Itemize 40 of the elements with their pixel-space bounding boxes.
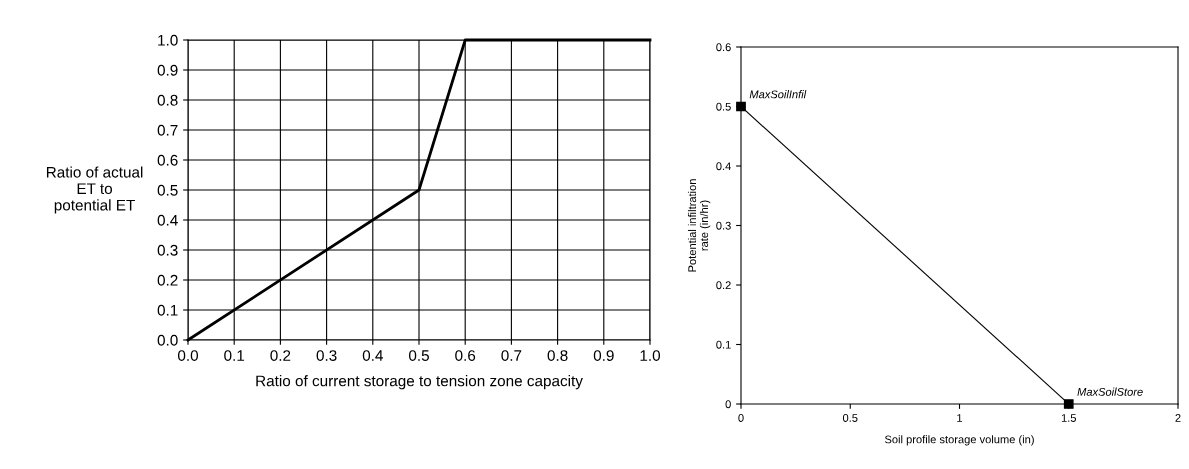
x-tick-label: 0.7 — [501, 350, 522, 361]
x-tick-label: 0.5 — [408, 350, 429, 361]
x-tick-label: 1.5 — [1061, 414, 1077, 422]
y-tick-label: 0.9 — [157, 64, 178, 76]
y-axis-title: Potential infiltration rate (in/hr) — [687, 179, 711, 272]
x-tick-label: 0.2 — [270, 350, 291, 361]
y-tick-label: 0.1 — [157, 304, 178, 316]
x-tick-label: 0.9 — [593, 350, 614, 361]
y-tick-label: 0.8 — [157, 94, 178, 106]
y-tick-label: 0.5 — [716, 102, 731, 111]
y-tick-label: 0.4 — [716, 162, 731, 171]
annotation: MaxSoilStore — [1077, 387, 1143, 396]
y-tick-label: 0.4 — [157, 214, 178, 226]
x-tick-label: 2 — [1175, 414, 1181, 422]
y-tick-label: 0.1 — [716, 340, 731, 349]
y-tick-label: 0 — [725, 400, 731, 409]
x-tick-label: 0.3 — [316, 350, 337, 361]
x-tick-label: 1 — [957, 414, 963, 422]
y-tick-label: 0.2 — [157, 274, 178, 286]
y-tick-label: 0.2 — [716, 281, 731, 290]
x-tick-label: 0 — [738, 414, 744, 422]
x-tick-label: 0.5 — [842, 414, 858, 422]
x-tick-label: 0.6 — [455, 350, 476, 361]
x-axis-title: Soil profile storage volume (in) — [884, 435, 1034, 446]
y-tick-label: 0.5 — [157, 184, 178, 196]
annotation: MaxSoilInfil — [749, 90, 807, 99]
y-tick-label: 0.6 — [716, 43, 731, 52]
x-tick-label: 1.0 — [640, 350, 661, 361]
y-tick-label: 0.6 — [157, 154, 178, 166]
y-tick-label: 0.3 — [716, 221, 731, 230]
x-tick-label: 0.8 — [547, 350, 568, 361]
y-tick-label: 0.0 — [157, 334, 178, 346]
x-tick-label: 0.4 — [362, 350, 383, 361]
x-axis-title: Ratio of current storage to tension zone capacity — [256, 375, 583, 390]
y-axis-title: Ratio of actual ET to potential ET — [46, 166, 143, 214]
y-tick-label: 1.0 — [158, 34, 178, 46]
x-tick-label: 0.1 — [224, 350, 245, 361]
y-tick-label: 0.7 — [157, 124, 178, 136]
x-tick-label: 0.0 — [177, 350, 199, 361]
y-tick-label: 0.3 — [157, 244, 178, 256]
